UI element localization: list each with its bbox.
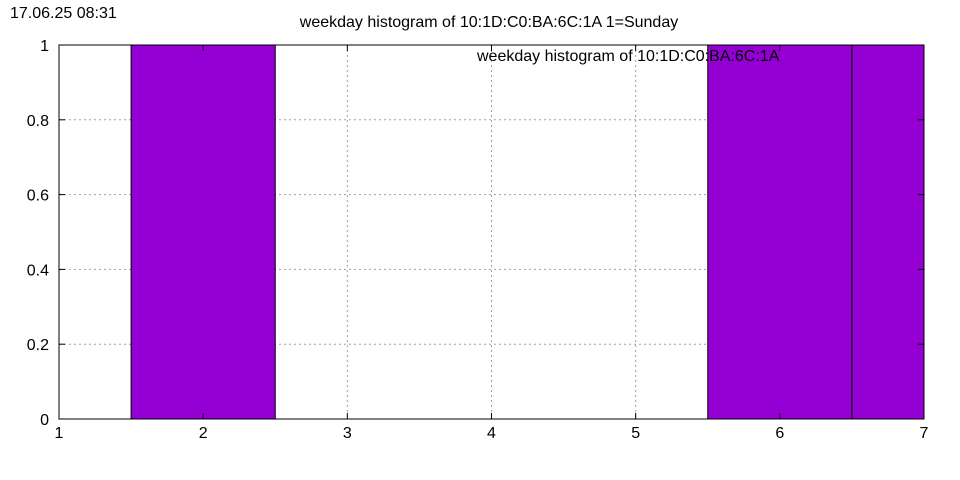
y-tick-label: 0.2	[27, 337, 49, 354]
x-tick-label: 5	[631, 425, 640, 442]
x-tick-label: 7	[920, 425, 929, 442]
chart-title: weekday histogram of 10:1D:C0:BA:6C:1A 1…	[299, 14, 678, 31]
y-tick-label: 0	[40, 412, 49, 429]
x-tick-label: 3	[343, 425, 352, 442]
histogram-bar-6	[707, 44, 853, 420]
y-tick-label: 0.8	[27, 113, 49, 130]
x-tick-label: 4	[487, 425, 496, 442]
timestamp: 17.06.25 08:31	[10, 5, 117, 22]
histogram-bar-7	[851, 44, 925, 420]
y-axis-ticks: 0 0.2 0.4 0.6 0.8 1	[27, 38, 924, 429]
y-tick-label: 0.4	[27, 262, 49, 279]
x-tick-label: 2	[199, 425, 208, 442]
y-tick-label: 1	[40, 38, 49, 55]
bars-layer	[130, 44, 925, 420]
x-tick-label: 6	[775, 425, 784, 442]
y-tick-label: 0.6	[27, 188, 49, 205]
legend-label: weekday histogram of 10:1D:C0:BA:6C:1A	[476, 48, 780, 65]
x-tick-label: 1	[55, 425, 64, 442]
histogram-bar-2	[130, 44, 276, 420]
x-axis-ticks: 1 2 3 4 5 6 7	[55, 45, 929, 442]
